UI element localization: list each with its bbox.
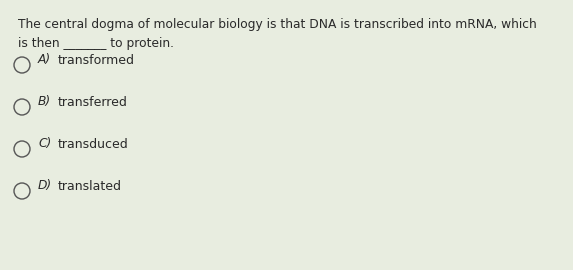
Text: transduced: transduced [58, 137, 129, 150]
Text: is then _______ to protein.: is then _______ to protein. [18, 37, 174, 50]
Text: C): C) [38, 137, 51, 150]
Text: A): A) [38, 53, 51, 66]
Text: transformed: transformed [58, 53, 135, 66]
Text: The central dogma of molecular biology is that DNA is transcribed into mRNA, whi: The central dogma of molecular biology i… [18, 18, 537, 31]
Text: B): B) [38, 96, 51, 109]
Text: transferred: transferred [58, 96, 128, 109]
Text: D): D) [38, 180, 52, 193]
Text: translated: translated [58, 180, 122, 193]
